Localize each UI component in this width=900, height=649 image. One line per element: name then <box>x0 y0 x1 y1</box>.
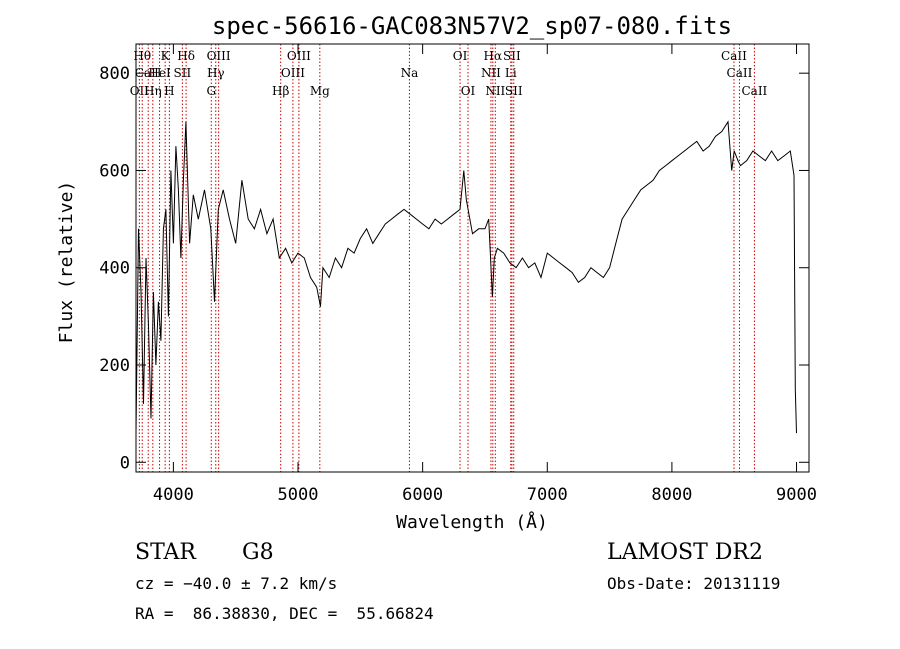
survey-name: LAMOST DR2 <box>607 540 763 565</box>
y-tick-label-3: 600 <box>99 161 130 181</box>
marker-label-25: CaII <box>721 49 747 63</box>
y-axis-label: Flux (relative) <box>56 181 77 344</box>
marker-label-15: Mg <box>310 84 330 98</box>
chart-title: spec-56616-GAC083N57V2_sp07-080.fits <box>212 12 732 40</box>
marker-label-24: SII <box>505 84 523 98</box>
marker-label-7: SII <box>174 66 192 80</box>
object-class: STAR <box>135 540 196 565</box>
marker-label-26: CaII <box>727 66 753 80</box>
x-tick-label-3: 7000 <box>527 485 568 505</box>
plot-frame <box>135 43 810 473</box>
marker-label-11: OIII <box>207 49 231 63</box>
y-tick-label-4: 800 <box>99 64 130 84</box>
x-tick-label-0: 4000 <box>153 485 194 505</box>
marker-label-22: Li <box>505 66 517 80</box>
marker-label-19: NII <box>481 66 501 80</box>
marker-label-4: HeI <box>148 66 171 80</box>
marker-label-9: G <box>206 84 216 98</box>
x-tick-label-2: 6000 <box>402 485 443 505</box>
x-axis-label: Wavelength (Å) <box>396 511 548 533</box>
marker-label-8: Hδ <box>177 49 195 63</box>
marker-label-13: OIII <box>281 66 305 80</box>
x-tick-label-5: 9000 <box>776 485 817 505</box>
y-tick-label-1: 200 <box>99 356 130 376</box>
marker-label-20: Hα <box>484 49 503 63</box>
redshift-text: cz = −40.0 ± 7.2 km/s <box>135 574 338 593</box>
marker-label-10: Hγ <box>207 66 225 80</box>
marker-label-18: OI <box>461 84 476 98</box>
marker-label-16: Na <box>401 66 419 80</box>
y-tick-label-0: 0 <box>120 453 130 473</box>
marker-label-1: Hθ <box>133 49 151 63</box>
marker-label-23: SII <box>503 49 521 63</box>
marker-label-0: OII <box>130 84 150 98</box>
marker-label-6: H <box>164 84 174 98</box>
marker-label-21: NII <box>485 84 505 98</box>
axis-ticks: 4000 5000 6000 7000 8000 9000 0 200 400 600 800 <box>99 44 817 505</box>
marker-label-5: K <box>161 49 171 63</box>
marker-label-27: CaII <box>741 84 767 98</box>
y-tick-label-2: 400 <box>99 259 130 279</box>
spectral-line-markers: OIIHθCaHHηHeIKHSIIHδGHγOIIIHβOIIIOIIIMgN… <box>130 44 768 472</box>
obs-date-text: Obs-Date: 20131119 <box>607 574 781 593</box>
marker-label-3: Hη <box>144 84 162 98</box>
marker-label-14: OIII <box>287 49 311 63</box>
marker-label-2: CaH <box>135 66 162 80</box>
marker-label-17: OI <box>453 49 468 63</box>
marker-label-12: Hβ <box>272 84 289 98</box>
x-tick-label-4: 8000 <box>651 485 692 505</box>
object-subclass: G8 <box>242 540 274 565</box>
coordinates-text: RA = 86.38830, DEC = 55.66824 <box>135 604 434 623</box>
spectrum-series-line <box>135 120 797 434</box>
x-tick-label-1: 5000 <box>278 485 319 505</box>
